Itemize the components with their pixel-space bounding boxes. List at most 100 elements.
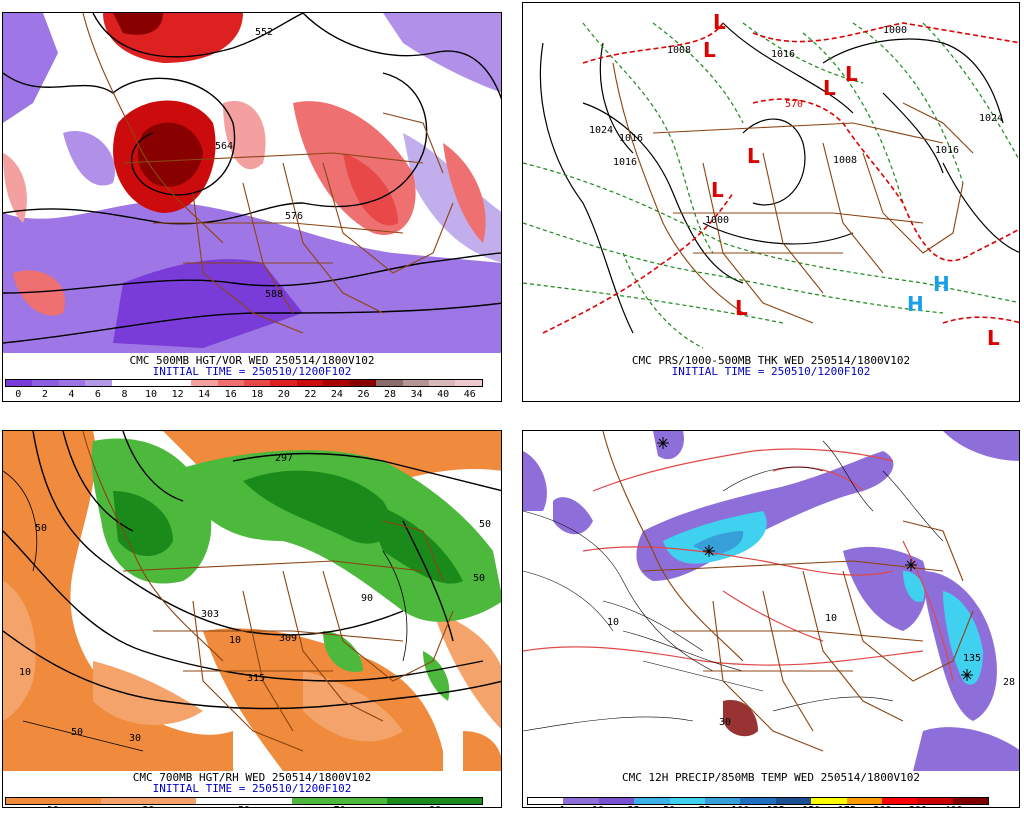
low-pressure-marker: L xyxy=(703,38,716,62)
scale-tick-label: 40 xyxy=(437,389,450,400)
scale-tick-label: 125 xyxy=(767,805,785,807)
scale-swatch xyxy=(196,798,244,804)
high-pressure-marker: H xyxy=(933,272,950,296)
scale-tick-label: 2 xyxy=(41,389,48,400)
contour-label: 297 xyxy=(275,453,293,464)
isobar-label: 1016 xyxy=(613,157,637,168)
scale-swatch xyxy=(58,380,86,386)
scale-tick-label: 0 xyxy=(15,389,22,400)
high-pressure-marker: H xyxy=(907,292,924,316)
low-pressure-marker: L xyxy=(713,10,726,34)
scale-swatch xyxy=(243,798,292,804)
scale-swatch xyxy=(339,798,387,804)
low-pressure-marker: L xyxy=(845,62,858,86)
isobar-label: 1008 xyxy=(833,155,857,166)
color-scale-bar xyxy=(5,379,483,387)
scale-tick-label: 10 xyxy=(592,805,604,807)
isobar-label: 1000 xyxy=(883,25,907,36)
panel-init-time: INITIAL TIME = 250510/1200F102 xyxy=(152,782,352,795)
scale-swatch xyxy=(429,380,456,386)
scale-tick-label: 6 xyxy=(94,389,101,400)
scale-tick-label: 100 xyxy=(731,805,749,807)
color-scale-ticks: 10 30 50 70 90 xyxy=(5,805,483,807)
contour-label: 50 xyxy=(479,519,491,530)
panel-title: CMC PRS/1000-500MB THK WED 250514/1800V1… xyxy=(631,354,911,367)
scale-tick-label: 1 xyxy=(560,805,566,807)
scale-tick-label: 10 xyxy=(47,805,59,807)
contour-label: 28 xyxy=(1003,677,1015,688)
isobar-label: 1000 xyxy=(705,215,729,226)
scale-swatch xyxy=(291,798,340,804)
scale-swatch xyxy=(881,798,918,804)
contour-label: 135 xyxy=(963,653,981,664)
scale-tick-label: 22 xyxy=(304,389,317,400)
scale-swatch xyxy=(32,380,59,386)
color-scale-bar xyxy=(527,797,989,805)
contour-label: 30 xyxy=(129,733,141,744)
panel-title: CMC 500MB HGT/VOR WED 250514/1800V102 xyxy=(129,354,375,367)
panel-title: CMC 700MB HGT/RH WED 250514/1800V102 xyxy=(132,771,372,784)
scale-swatch xyxy=(402,380,429,386)
scale-tick-label: 150 xyxy=(802,805,820,807)
scale-tick-label: 30 xyxy=(142,805,154,807)
scale-tick-label: 34 xyxy=(410,389,423,400)
scale-tick-label: 18 xyxy=(251,389,264,400)
isobar-label: 1016 xyxy=(619,133,643,144)
isobar-label: 1016 xyxy=(935,145,959,156)
scale-tick-label: 75 xyxy=(699,805,711,807)
scale-swatch xyxy=(349,380,377,386)
scale-tick-label: 50 xyxy=(663,805,675,807)
thickness-label: 570 xyxy=(785,99,803,110)
scale-swatch xyxy=(217,380,244,386)
vorticity-map: 552 564 576 588 xyxy=(3,13,501,353)
scale-swatch xyxy=(846,798,882,804)
scale-swatch xyxy=(6,798,54,804)
color-scale-bar xyxy=(5,797,483,805)
panel-title: CMC 12H PRECIP/850MB TEMP WED 250514/180… xyxy=(621,771,920,784)
scale-tick-label: 50 xyxy=(238,805,250,807)
contour-label: 30 xyxy=(719,717,731,728)
scale-swatch xyxy=(85,380,112,386)
scale-tick-label: 300 xyxy=(909,805,927,807)
panel-init-time: INITIAL TIME = 250510/1200F102 xyxy=(152,365,352,378)
contour-label: 10 xyxy=(19,667,31,678)
scale-tick-label: 16 xyxy=(224,389,237,400)
scale-tick-label: 4 xyxy=(68,389,75,400)
scale-swatch xyxy=(434,798,482,804)
scale-swatch xyxy=(634,798,670,804)
isobar-label: 1024 xyxy=(589,125,613,136)
scale-tick-label: 10 xyxy=(145,389,158,400)
scale-swatch xyxy=(598,798,635,804)
scale-swatch xyxy=(296,380,324,386)
scale-swatch xyxy=(6,380,33,386)
isobar-label: 1008 xyxy=(667,45,691,56)
contour-label: 588 xyxy=(265,289,283,300)
contour-label: 10 xyxy=(607,617,619,628)
panel-pressure-thickness: 1024 1016 1016 1008 1016 1000 1008 1000 … xyxy=(522,2,1020,402)
contour-label: 552 xyxy=(255,27,273,38)
contour-label: 564 xyxy=(215,141,233,152)
scale-tick-label: 70 xyxy=(334,805,346,807)
scale-swatch xyxy=(917,798,953,804)
scale-tick-label: 12 xyxy=(171,389,184,400)
scale-swatch xyxy=(191,380,218,386)
scale-swatch xyxy=(528,798,564,804)
scale-tick-label: 400 xyxy=(944,805,962,807)
scale-swatch xyxy=(101,798,149,804)
scale-tick-label: 24 xyxy=(330,389,343,400)
panel-500mb-hgt-vor: 552 564 576 588 CMC 500MB HGT/VOR WED 25… xyxy=(2,12,502,402)
scale-swatch xyxy=(323,380,350,386)
scale-swatch xyxy=(386,798,435,804)
contour-label: 50 xyxy=(35,523,47,534)
contour-label: 50 xyxy=(473,573,485,584)
scale-tick-label: 14 xyxy=(198,389,211,400)
low-pressure-marker: L xyxy=(747,144,760,168)
scale-swatch xyxy=(53,798,102,804)
isobar-label: 1016 xyxy=(771,49,795,60)
scale-tick-label: 25 xyxy=(628,805,640,807)
scale-tick-label: 26 xyxy=(357,389,370,400)
low-pressure-marker: L xyxy=(823,76,836,100)
scale-swatch xyxy=(164,380,192,386)
scale-tick-label: 175 xyxy=(838,805,856,807)
scale-swatch xyxy=(243,380,271,386)
